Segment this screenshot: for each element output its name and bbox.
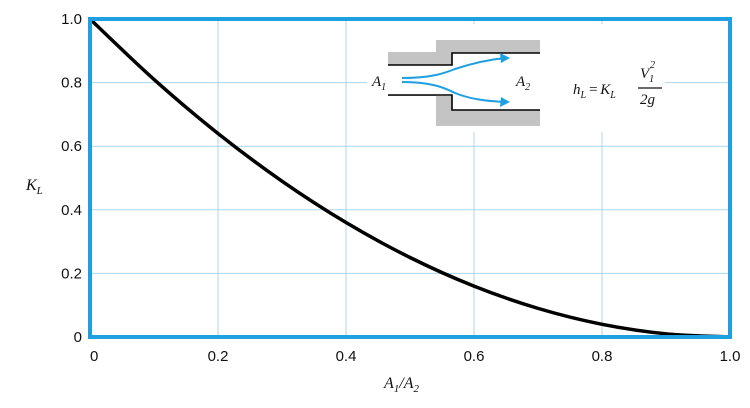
y-tick-label: 0.8	[61, 75, 82, 92]
flow-arrowhead-lower	[500, 97, 510, 107]
y-tick-label: 1.0	[61, 11, 82, 28]
inset-a2-label: A2	[515, 74, 530, 93]
flow-arrow-upper	[401, 57, 506, 79]
data-point	[281, 180, 284, 183]
x-tick-label: 0.6	[464, 348, 485, 365]
equation-numerator: V1	[640, 66, 654, 85]
data-point	[601, 323, 604, 326]
equation-denominator: 2g	[640, 92, 656, 108]
flow-arrow-lower	[401, 81, 506, 103]
y-tick-label: 0.2	[61, 265, 82, 282]
plot-frame	[88, 17, 732, 339]
data-point	[345, 221, 348, 224]
y-axis-label: KL	[25, 177, 43, 197]
flow-arrowhead-upper	[500, 53, 510, 63]
x-tick-label: 0	[90, 348, 98, 365]
x-axis-label: A1/A2	[383, 375, 420, 395]
x-tick-label: 1.0	[720, 348, 741, 365]
x-tick-label: 0.8	[592, 348, 613, 365]
lower-pipe-line	[388, 94, 540, 111]
data-point	[665, 332, 668, 335]
x-tick-label: 0.2	[208, 348, 229, 365]
x-tick-label: 0.4	[336, 348, 357, 365]
data-point	[153, 78, 156, 81]
data-point	[473, 285, 476, 288]
tick-labels: 0 0.2 0.4 0.6 0.8 1.0 0 0.2 0.4 0.6 0.8 1.0	[61, 11, 740, 365]
equation-lhs: hL = KL	[573, 82, 616, 101]
head-loss-equation: hL = KL V1 2 2g	[573, 60, 662, 108]
inset-diagram: A1 A2 hL = KL V1 2 2g	[367, 24, 665, 132]
upper-pipe-line	[388, 52, 540, 66]
data-point	[409, 256, 412, 259]
series-line-kl	[88, 17, 732, 339]
data-point	[537, 307, 540, 310]
inset-a1-label: A1	[371, 74, 386, 93]
equation-numerator-exponent: 2	[650, 60, 655, 71]
y-tick-label: 0.6	[61, 138, 82, 155]
y-tick-label: 0.4	[61, 202, 82, 219]
y-tick-label: 0	[74, 329, 82, 346]
data-point	[217, 132, 220, 135]
